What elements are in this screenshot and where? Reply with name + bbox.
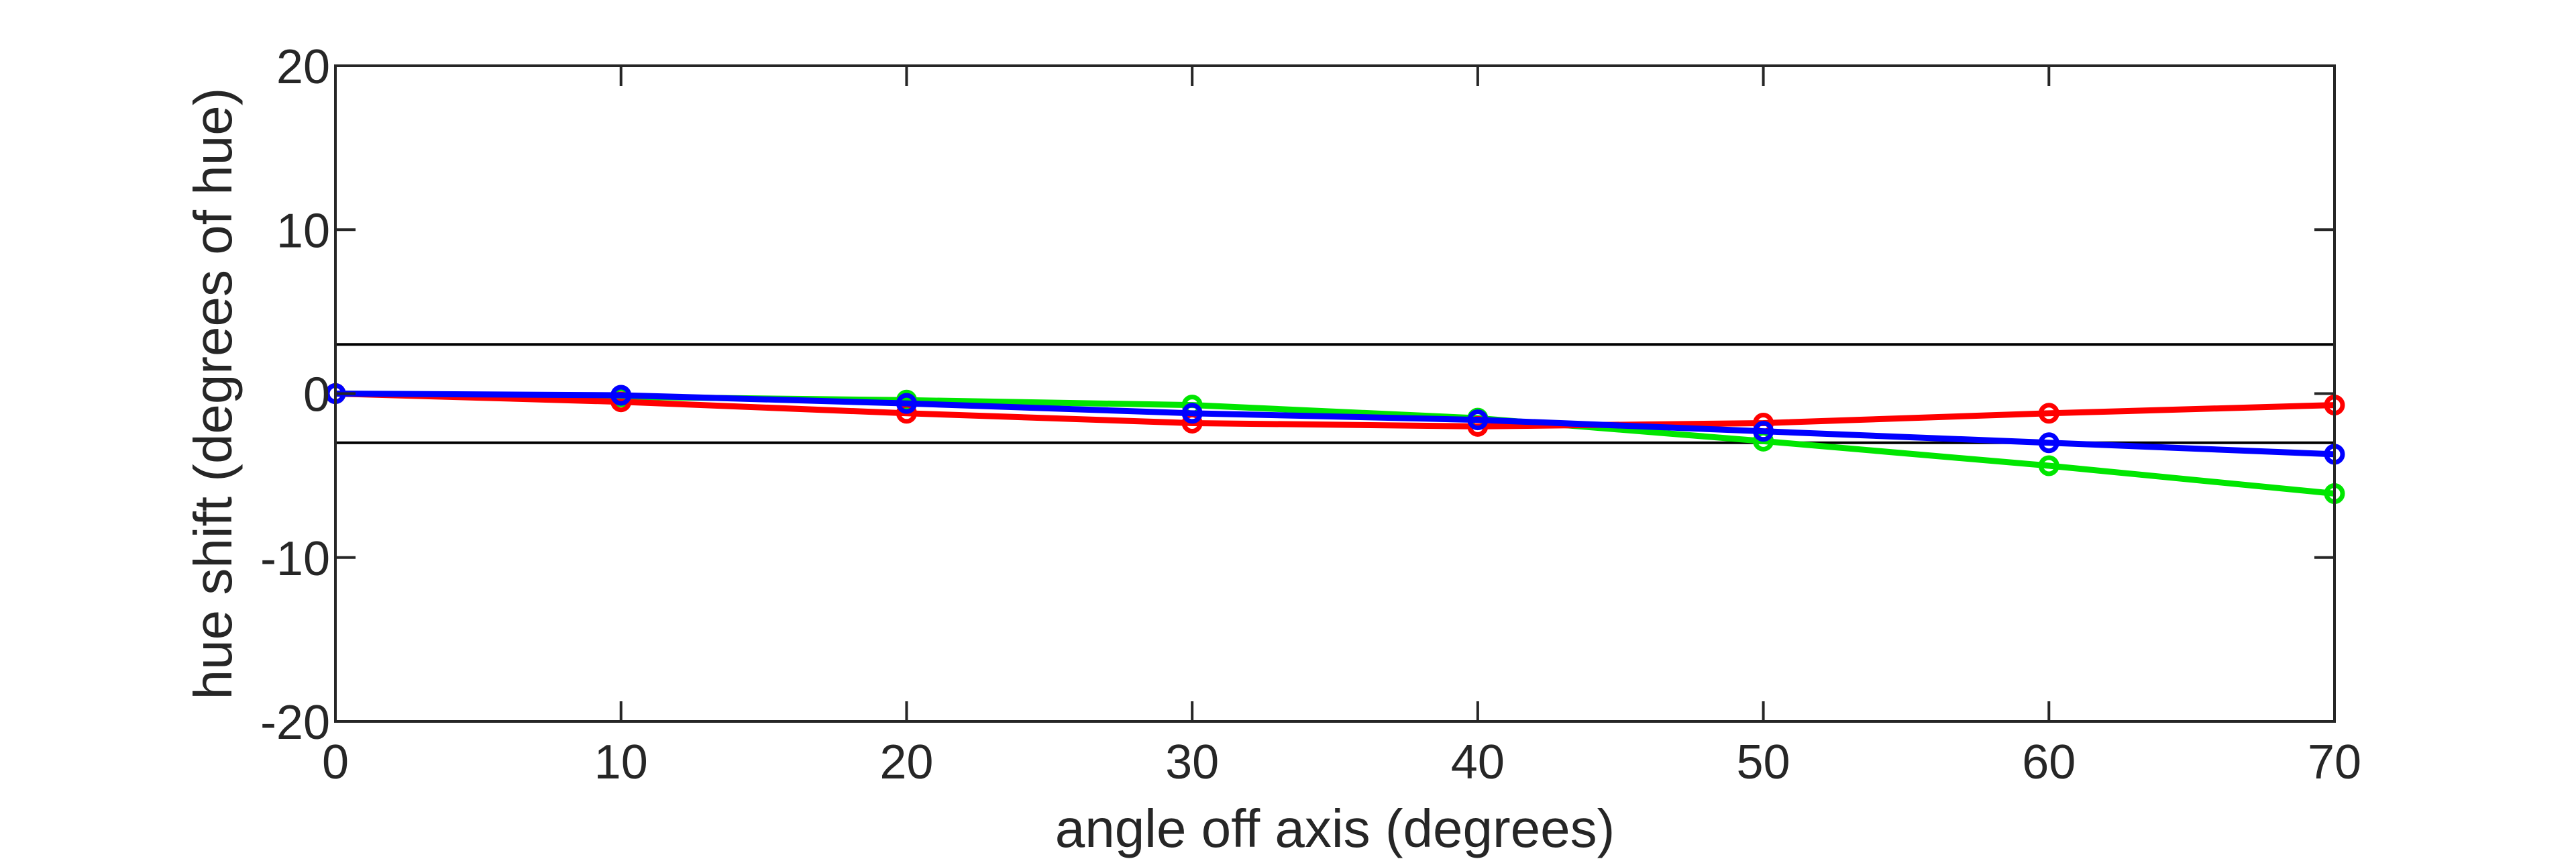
data-point — [1181, 403, 1203, 424]
x-tick-label: 50 — [1737, 736, 1790, 789]
y-axis-title: hue shift (degrees of hue) — [183, 88, 243, 700]
data-point — [610, 385, 632, 406]
x-tick-label: 60 — [2022, 736, 2076, 789]
x-tick-label: 40 — [1451, 736, 1505, 789]
x-tick-label: 70 — [2308, 736, 2361, 789]
data-point — [1753, 421, 1774, 442]
series-line — [335, 391, 2335, 430]
x-axis-title: angle off axis (degrees) — [1055, 799, 1615, 858]
x-tick-label: 0 — [322, 736, 349, 789]
x-tick-label: 20 — [879, 736, 933, 789]
y-tick-label: -20 — [260, 696, 330, 750]
data-point — [2038, 455, 2059, 476]
x-tick-label: 30 — [1165, 736, 1219, 789]
y-tick-label: 20 — [276, 40, 330, 94]
y-tick-label: 10 — [276, 204, 330, 258]
x-tick-label: 10 — [594, 736, 648, 789]
data-point — [2038, 432, 2059, 454]
series-line — [335, 391, 2335, 458]
data-point — [2038, 403, 2059, 424]
y-tick-label: 0 — [303, 368, 330, 422]
ticks-layer: 0 10 20 30 40 50 60 70 -20 -10 0 10 20 — [260, 40, 2361, 789]
y-tick-label: -10 — [260, 532, 330, 586]
series-layer — [325, 383, 2345, 504]
data-point — [1467, 409, 1489, 431]
data-point — [896, 393, 917, 414]
